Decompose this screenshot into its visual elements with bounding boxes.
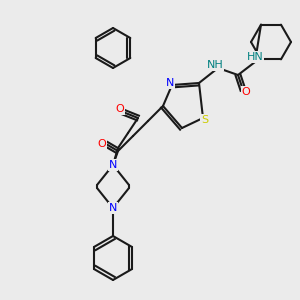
Text: S: S [201, 115, 208, 125]
Text: N: N [109, 203, 117, 213]
Text: O: O [98, 139, 106, 149]
Text: O: O [242, 87, 250, 97]
Text: O: O [116, 104, 124, 114]
Text: N: N [109, 160, 117, 170]
Text: N: N [166, 78, 174, 88]
Text: HN: HN [247, 52, 263, 62]
Text: NH: NH [207, 60, 224, 70]
